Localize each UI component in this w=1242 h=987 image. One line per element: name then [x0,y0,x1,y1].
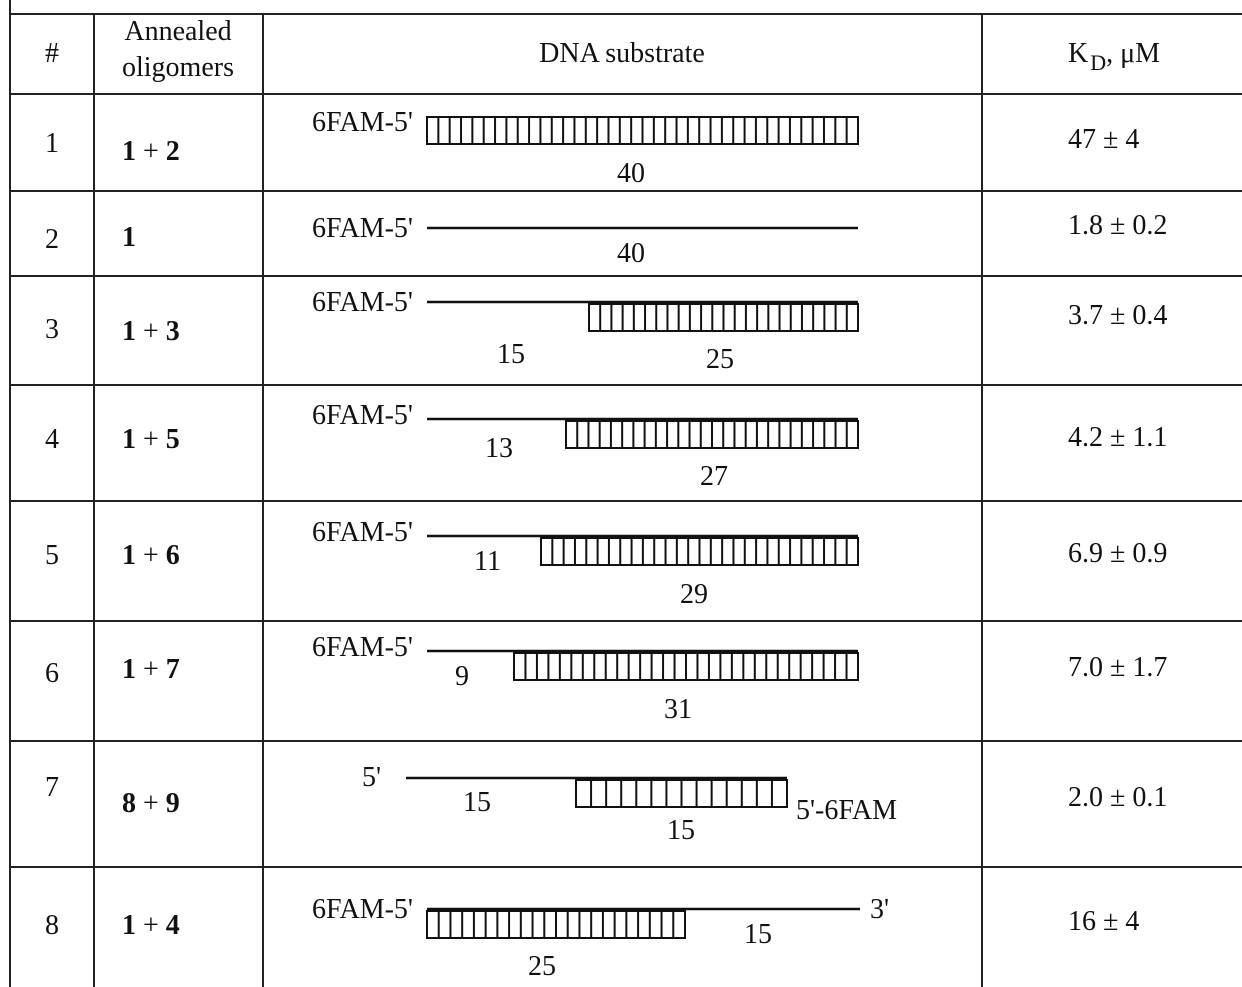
svg-text:13: 13 [485,433,513,464]
header-kd-subscript: D [1090,50,1107,75]
annealed-oligomers: 1 + 2 [122,136,180,167]
svg-text:29: 29 [680,579,708,610]
duplex-region [575,779,788,808]
duplex-region [426,910,686,939]
column-divider [93,14,95,987]
kd-value: 2.0 ± 0.1 [1068,782,1168,813]
annealed-oligomers: 8 + 9 [122,788,180,819]
dna-substrate-row-7: 5' 5'-6FAM 15 15 [362,762,897,846]
svg-text:9: 9 [455,661,469,692]
dna-substrate-row-1: 6FAM-5' 40 [312,107,859,189]
svg-text:6FAM-5': 6FAM-5' [312,894,413,925]
svg-text:25: 25 [706,344,734,375]
row-divider [10,384,1242,386]
svg-text:40: 40 [617,158,645,189]
table-top-border [10,13,1242,15]
svg-text:15: 15 [463,787,491,818]
row-divider [10,866,1242,868]
annealed-oligomers: 1 + 7 [122,654,180,685]
header-number: # [45,38,59,69]
duplex-region [540,537,859,566]
kd-value: 1.8 ± 0.2 [1068,210,1168,241]
dna-substrate-row-3: 6FAM-5' 15 25 [312,287,859,375]
svg-text:3': 3' [870,894,889,925]
row-number: 4 [45,424,59,455]
header-annealed-line1: Annealed [124,16,232,47]
kd-value: 3.7 ± 0.4 [1068,300,1168,331]
svg-text:15: 15 [744,919,772,950]
annealed-oligomers: 1 + 5 [122,424,180,455]
row-number: 3 [45,314,59,345]
svg-text:40: 40 [617,238,645,269]
dna-substrate-row-2: 6FAM-5' 40 [312,213,858,269]
row-divider [10,275,1242,277]
row-number: 8 [45,910,59,941]
dna-substrate-row-8: 6FAM-5' 3' 15 25 [312,894,889,982]
row-divider [10,190,1242,192]
row-divider [10,500,1242,502]
svg-text:6FAM-5': 6FAM-5' [312,632,413,663]
row-divider [10,740,1242,742]
row-number: 6 [45,658,59,689]
svg-text:15: 15 [497,339,525,370]
kd-value: 4.2 ± 1.1 [1068,422,1168,453]
column-divider [262,14,264,987]
svg-text:5': 5' [362,762,381,793]
header-kd: KD, μM [1068,38,1161,74]
duplex-region [565,420,859,449]
svg-text:6FAM-5': 6FAM-5' [312,287,413,318]
dna-substrate-row-6: 6FAM-5' 9 31 [312,632,859,725]
svg-text:6FAM-5': 6FAM-5' [312,517,413,548]
column-divider [981,14,983,987]
svg-text:6FAM-5': 6FAM-5' [312,400,413,431]
svg-text:27: 27 [700,461,728,492]
duplex-region [426,116,859,145]
header-kd-main: K [1068,38,1089,69]
kd-value: 6.9 ± 0.9 [1068,538,1168,569]
header-kd-unit: , μM [1106,38,1161,69]
svg-text:15: 15 [667,815,695,846]
annealed-oligomers: 1 [122,222,136,253]
kd-value: 47 ± 4 [1068,124,1140,155]
duplex-region [588,303,859,332]
header-divider [10,93,1242,95]
svg-text:6FAM-5': 6FAM-5' [312,213,413,244]
svg-text:6FAM-5': 6FAM-5' [312,107,413,138]
row-number: 2 [45,224,59,255]
svg-text:11: 11 [474,546,501,577]
header-dna-substrate: DNA substrate [539,38,705,69]
kd-value: 7.0 ± 1.7 [1068,652,1168,683]
annealed-oligomers: 1 + 6 [122,540,180,571]
row-number: 7 [45,772,59,803]
row-number: 1 [45,128,59,159]
row-number: 5 [45,540,59,571]
annealed-oligomers: 1 + 3 [122,316,180,347]
row-divider [10,620,1242,622]
header-annealed-line2: oligomers [122,52,234,83]
dna-substrate-row-5: 6FAM-5' 11 29 [312,517,859,610]
dna-substrate-row-4: 6FAM-5' 13 27 [312,400,859,492]
svg-text:31: 31 [664,694,692,725]
svg-text:25: 25 [528,951,556,982]
kd-value: 16 ± 4 [1068,906,1140,937]
svg-text:5'-6FAM: 5'-6FAM [796,795,897,826]
duplex-region [513,652,859,681]
left-border [9,0,11,987]
annealed-oligomers: 1 + 4 [122,910,180,941]
